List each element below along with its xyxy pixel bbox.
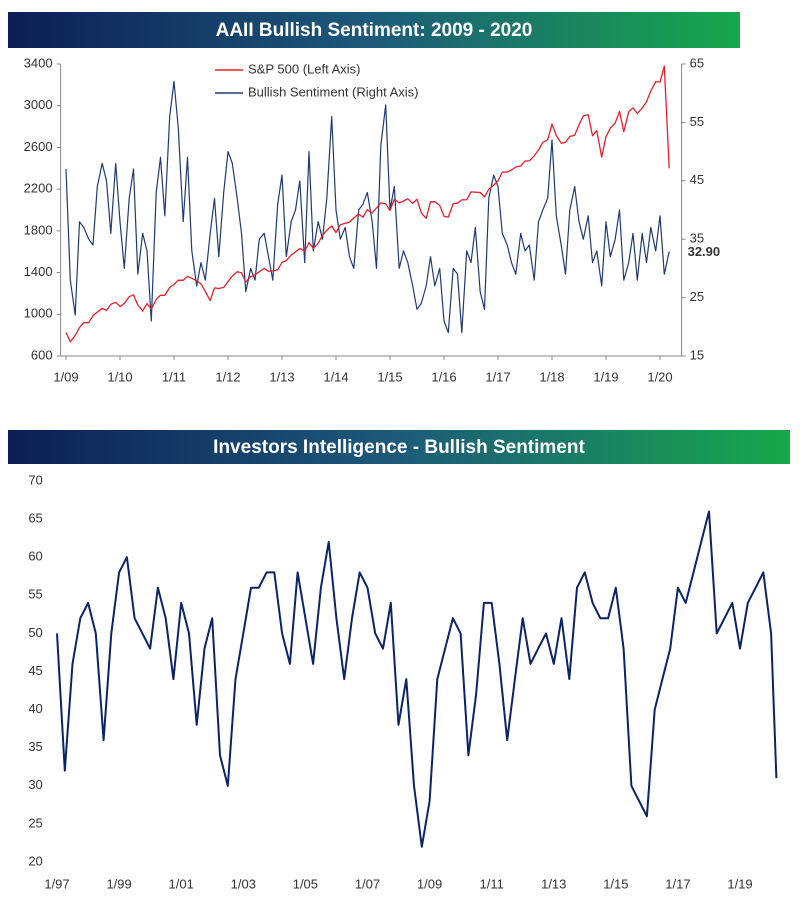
y-tick-label: 20 xyxy=(28,853,42,868)
series-line xyxy=(56,510,778,848)
title-bar xyxy=(8,12,740,48)
x-tick-label: 1/20 xyxy=(647,369,672,384)
x-tick-label: 1/15 xyxy=(377,369,402,384)
x-tick-label: 1/10 xyxy=(107,369,132,384)
x-tick-label: 1/19 xyxy=(727,876,752,891)
x-tick-label: 1/07 xyxy=(355,876,380,891)
y2-tick-label: 25 xyxy=(690,289,704,304)
y2-tick-label: 45 xyxy=(690,172,704,187)
x-tick-label: 1/11 xyxy=(162,369,186,384)
title-bar xyxy=(8,430,790,464)
x-tick-label: 1/09 xyxy=(53,369,78,384)
y-tick-label: 2200 xyxy=(24,181,53,196)
x-tick-label: 1/99 xyxy=(106,876,131,891)
x-tick-label: 1/13 xyxy=(541,876,566,891)
x-tick-label: 1/05 xyxy=(293,876,318,891)
series-line xyxy=(65,80,670,334)
chart-title: Investors Intelligence - Bullish Sentime… xyxy=(213,437,585,458)
y-tick-label: 65 xyxy=(28,511,42,526)
x-tick-label: 1/15 xyxy=(603,876,628,891)
chart-title: AAII Bullish Sentiment: 2009 - 2020 xyxy=(216,20,533,41)
x-tick-label: 1/14 xyxy=(323,369,348,384)
y-tick-label: 35 xyxy=(28,739,42,754)
y-tick-label: 1000 xyxy=(24,306,53,321)
y-tick-label: 45 xyxy=(28,663,42,678)
y-tick-label: 60 xyxy=(28,549,42,564)
x-tick-label: 1/12 xyxy=(215,369,240,384)
y-tick-label: 1400 xyxy=(24,264,53,279)
x-tick-label: 1/18 xyxy=(539,369,564,384)
x-tick-label: 1/03 xyxy=(231,876,256,891)
y-tick-label: 40 xyxy=(28,701,42,716)
y2-tick-label: 65 xyxy=(690,55,704,70)
y-tick-label: 2600 xyxy=(24,139,53,154)
y-tick-label: 55 xyxy=(28,587,42,602)
x-tick-label: 1/97 xyxy=(44,876,69,891)
y2-tick-label: 55 xyxy=(690,114,704,129)
y-tick-label: 600 xyxy=(31,347,53,362)
x-tick-label: 1/17 xyxy=(485,369,510,384)
series-line xyxy=(65,65,670,343)
y-tick-label: 1800 xyxy=(24,222,53,237)
x-tick-label: 1/11 xyxy=(479,876,503,891)
legend-label: Bullish Sentiment (Right Axis) xyxy=(248,84,419,99)
y-tick-label: 70 xyxy=(28,472,42,487)
y-tick-label: 30 xyxy=(28,777,42,792)
y-tick-label: 3400 xyxy=(24,55,53,70)
x-tick-label: 1/16 xyxy=(431,369,456,384)
y2-tick-label: 35 xyxy=(690,231,704,246)
legend-label: S&P 500 (Left Axis) xyxy=(248,61,361,76)
y-tick-label: 50 xyxy=(28,625,42,640)
x-tick-label: 1/09 xyxy=(417,876,442,891)
y-tick-label: 25 xyxy=(28,815,42,830)
x-tick-label: 1/19 xyxy=(593,369,618,384)
y2-tick-label: 15 xyxy=(690,347,704,362)
annotation: 32.90 xyxy=(688,244,721,259)
y-tick-label: 3000 xyxy=(24,97,53,112)
x-tick-label: 1/01 xyxy=(169,876,194,891)
x-tick-label: 1/13 xyxy=(269,369,294,384)
x-tick-label: 1/17 xyxy=(665,876,690,891)
